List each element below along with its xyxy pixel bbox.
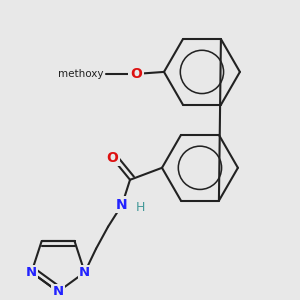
Text: H: H [135, 201, 145, 214]
Text: N: N [52, 285, 64, 298]
Text: O: O [106, 151, 118, 165]
Text: N: N [116, 198, 128, 212]
Text: N: N [26, 266, 37, 279]
Text: N: N [79, 266, 90, 279]
Text: O: O [130, 67, 142, 81]
Text: methoxy: methoxy [58, 69, 103, 79]
